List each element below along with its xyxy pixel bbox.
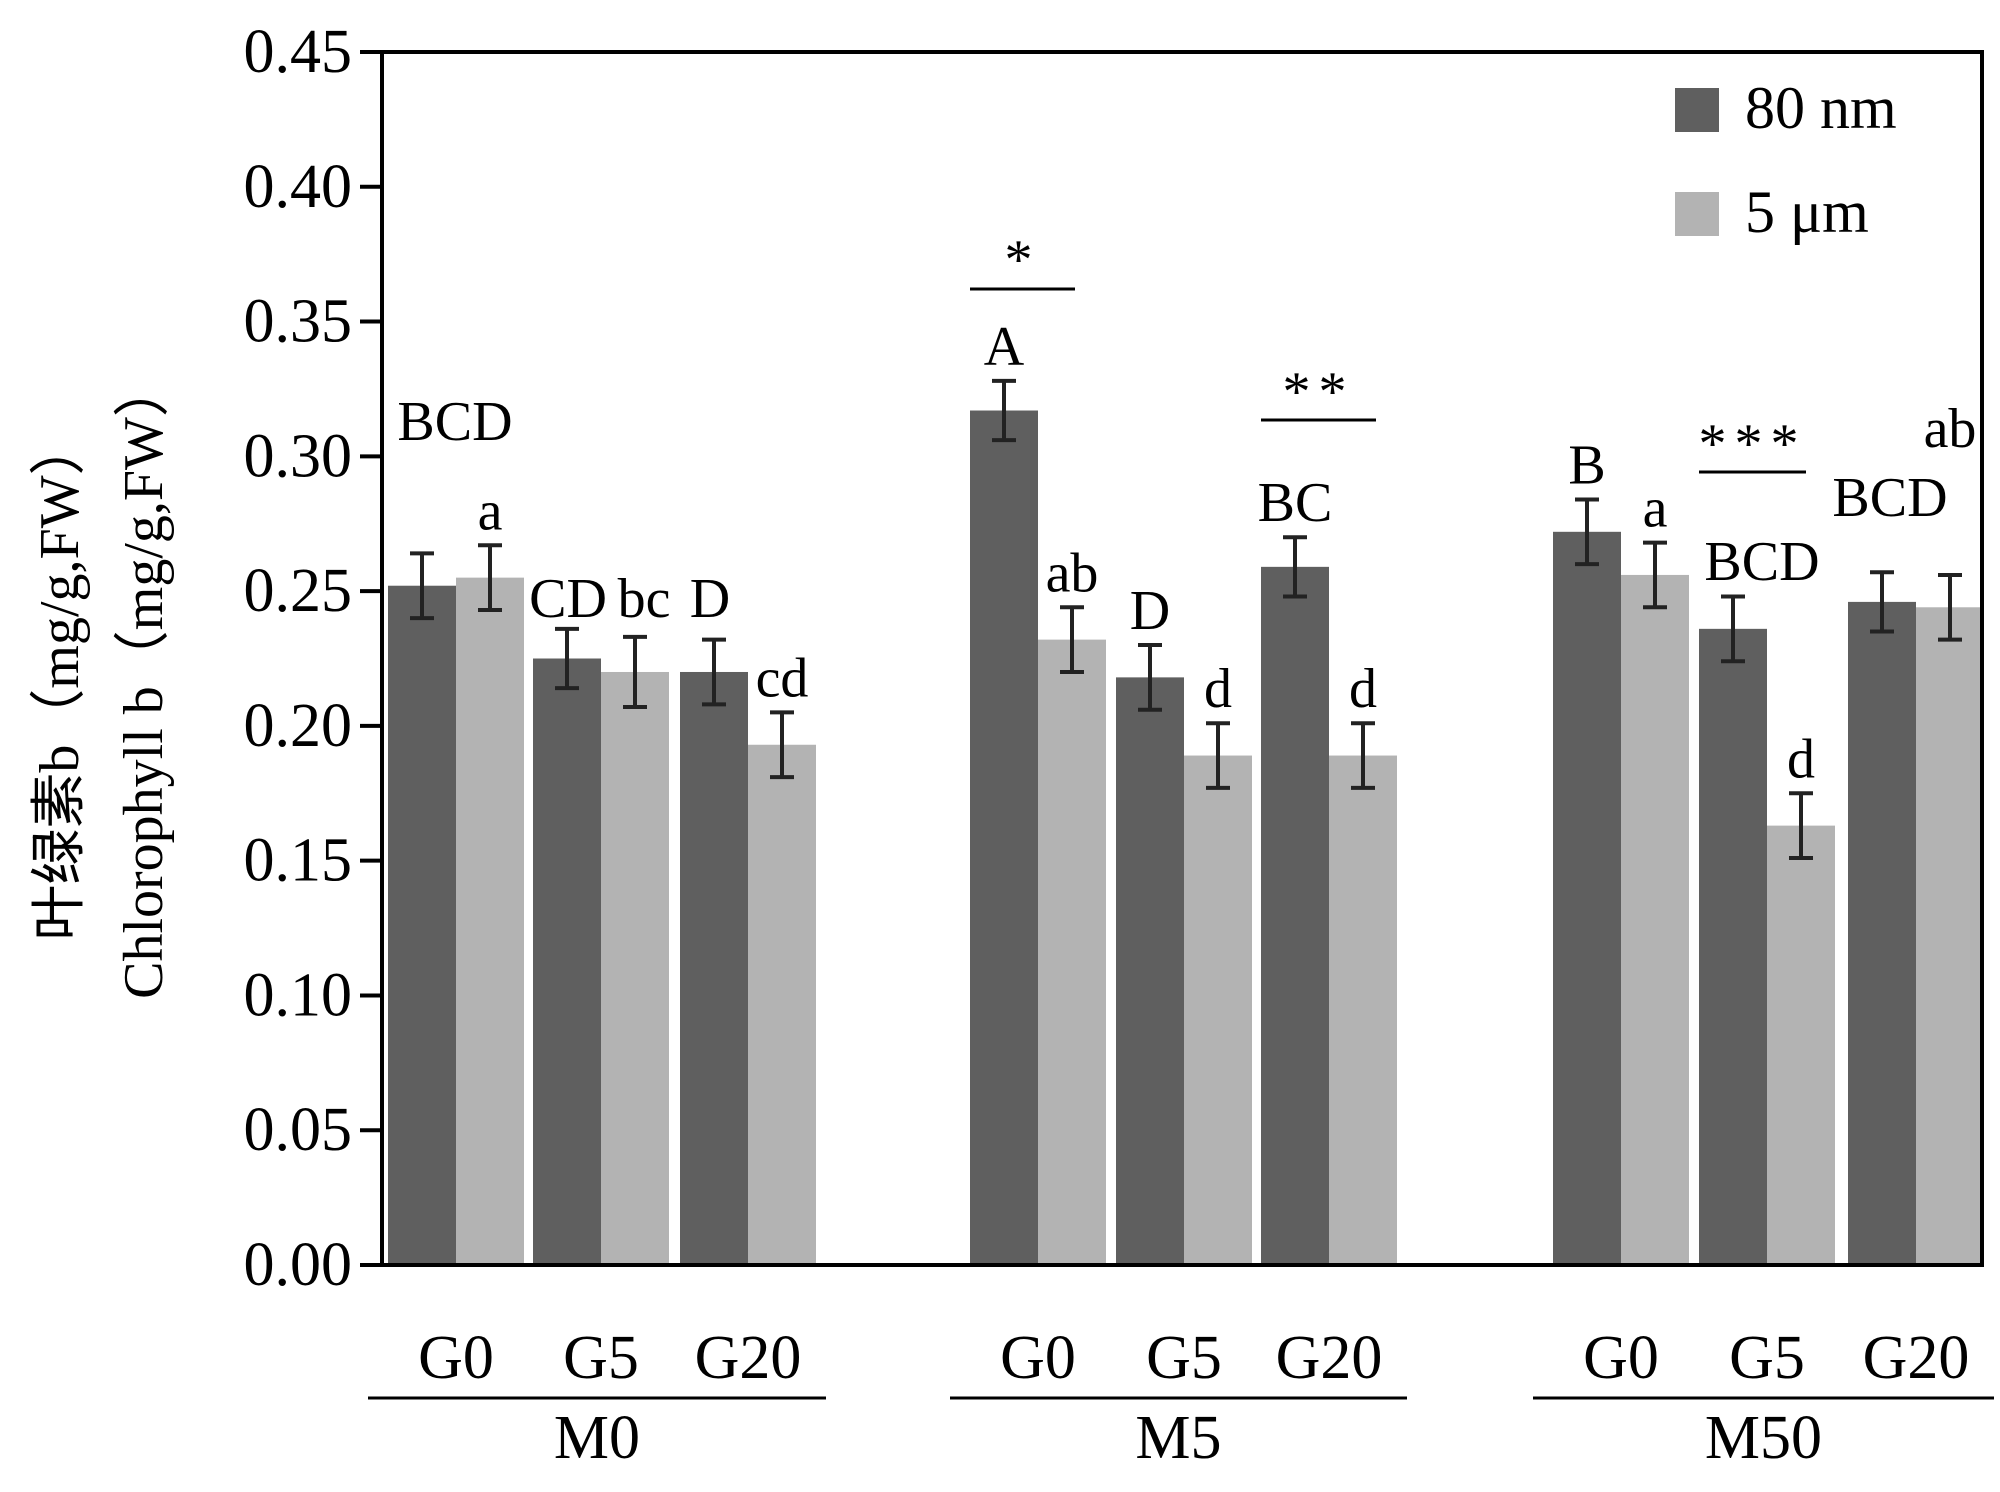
significance-letter: B — [1568, 434, 1605, 496]
bar-80nm-M0-G0 — [388, 585, 456, 1265]
significance-letter: d — [1787, 728, 1815, 790]
group-label-M5: M5 — [1135, 1404, 1221, 1472]
y-tick-label: 0.35 — [244, 288, 353, 356]
bar-5um-M5-G20 — [1329, 755, 1397, 1265]
bar-80nm-M0-G5 — [533, 658, 601, 1265]
y-axis-label-cn: 叶绿素b（mg/g,FW） — [29, 419, 91, 940]
x-tick-label-M0-G20: G20 — [695, 1324, 802, 1392]
significance-letter: bc — [618, 568, 671, 630]
bar-5um-M0-G20 — [748, 744, 816, 1265]
bar-5um-M50-G20 — [1916, 607, 1984, 1265]
y-tick-label: 0.30 — [244, 422, 353, 490]
x-tick-label-M50-G5: G5 — [1729, 1324, 1805, 1392]
bar-80nm-M50-G20 — [1848, 601, 1916, 1265]
y-tick-label: 0.05 — [244, 1096, 353, 1164]
y-axis-label-en: Chlorophyll b（mg/g,FW） — [113, 361, 175, 999]
bar-5um-M0-G0 — [456, 577, 524, 1265]
significance-letter: A — [984, 316, 1025, 378]
group-label-M0: M0 — [554, 1404, 640, 1472]
plot-frame — [380, 50, 1984, 1267]
bar-80nm-M0-G20 — [680, 671, 748, 1265]
bar-80nm-M50-G0 — [1553, 531, 1621, 1265]
significance-letter: ab — [1924, 398, 1977, 460]
significance-letter: a — [478, 480, 503, 542]
significance-letter: cd — [756, 647, 809, 709]
x-tick-label-M5-G0: G0 — [1000, 1324, 1076, 1392]
bar-5um-M5-G5 — [1184, 755, 1252, 1265]
bar-80nm-M5-G20 — [1261, 566, 1329, 1265]
significance-letter: BC — [1258, 472, 1333, 534]
x-tick-label-M0-G0: G0 — [418, 1324, 494, 1392]
significance-letter: BCD — [1832, 467, 1947, 529]
y-tick-label: 0.25 — [244, 557, 353, 625]
significance-stars: *** — [1699, 413, 1807, 475]
group-label-M50: M50 — [1705, 1404, 1822, 1472]
significance-letter: BCD — [397, 391, 512, 453]
bar-5um-M5-G0 — [1038, 639, 1106, 1265]
x-tick-label-M5-G5: G5 — [1146, 1324, 1222, 1392]
significance-letter: d — [1349, 658, 1377, 720]
significance-stars: * — [1005, 229, 1041, 291]
legend-swatch-0 — [1675, 88, 1719, 132]
y-tick-label: 0.10 — [244, 961, 353, 1029]
bar-5um-M0-G5 — [601, 671, 669, 1265]
significance-letter: CD — [529, 568, 607, 630]
bar-80nm-M5-G0 — [970, 410, 1038, 1265]
x-tick-label-M50-G20: G20 — [1863, 1324, 1970, 1392]
legend-label-0: 80 nm — [1745, 75, 1897, 141]
significance-letter: d — [1204, 658, 1232, 720]
bar-80nm-M50-G5 — [1699, 628, 1767, 1265]
significance-letter: BCD — [1704, 531, 1819, 593]
y-tick-label: 0.20 — [244, 692, 353, 760]
x-tick-label-M5-G20: G20 — [1276, 1324, 1383, 1392]
significance-letter: D — [690, 568, 730, 630]
significance-letter: D — [1130, 580, 1170, 642]
significance-stars: ** — [1283, 361, 1355, 423]
legend-swatch-1 — [1675, 192, 1719, 236]
y-tick-label: 0.40 — [244, 153, 353, 221]
bar-5um-M50-G0 — [1621, 574, 1689, 1265]
legend-label-1: 5 μm — [1745, 179, 1869, 245]
significance-letter: a — [1643, 478, 1668, 540]
significance-letter: ab — [1046, 542, 1099, 604]
y-tick-label: 0.00 — [244, 1231, 353, 1299]
x-tick-label-M0-G5: G5 — [563, 1324, 639, 1392]
y-tick-label: 0.45 — [244, 18, 353, 86]
bar-5um-M50-G5 — [1767, 825, 1835, 1265]
x-tick-label-M50-G0: G0 — [1583, 1324, 1659, 1392]
bar-80nm-M5-G5 — [1116, 677, 1184, 1265]
y-tick-label: 0.15 — [244, 827, 353, 895]
